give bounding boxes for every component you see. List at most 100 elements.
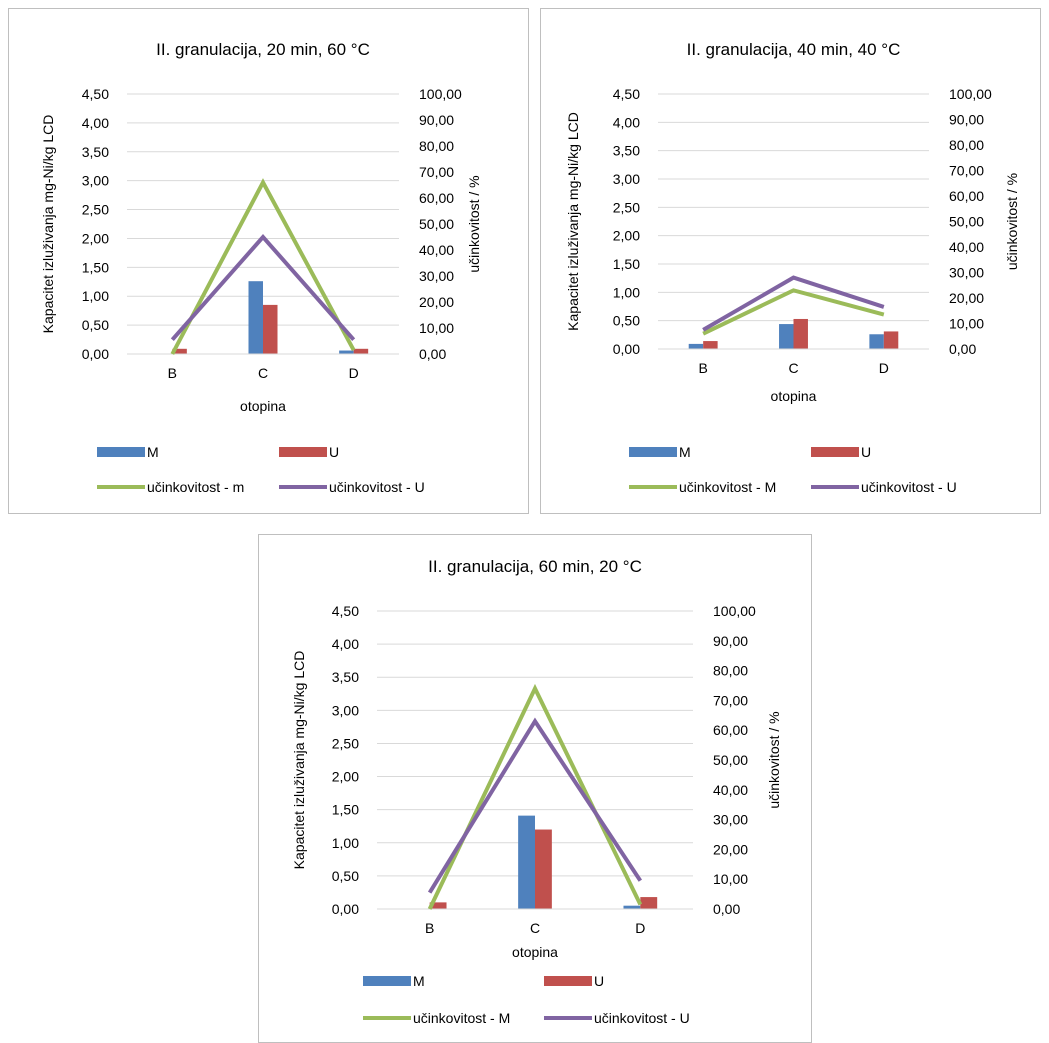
y-tick-label: 0,00 (613, 341, 640, 357)
x-tick-label: C (530, 920, 540, 936)
y2-tick-label: 90,00 (419, 112, 454, 128)
y-tick-label: 4,00 (332, 636, 359, 652)
y-tick-label: 1,00 (82, 288, 109, 304)
bar-U-B (429, 902, 447, 909)
y2-tick-label: 20,00 (419, 294, 454, 310)
y-tick-label: 2,50 (82, 202, 109, 218)
y2-tick-label: 0,00 (419, 346, 446, 362)
x-tick-label: D (879, 360, 889, 376)
bar-M-D (623, 905, 641, 909)
y2-tick-label: 100,00 (713, 603, 756, 619)
y-tick-label: 0,00 (332, 901, 359, 917)
y2-axis-title: učinkovitost / % (466, 175, 482, 272)
x-axis-title: otopina (771, 388, 817, 404)
y-tick-label: 2,00 (332, 769, 359, 785)
legend-label: M (679, 444, 691, 460)
y2-tick-label: 40,00 (949, 239, 984, 255)
y-tick-label: 4,00 (613, 114, 640, 130)
chart-svg: II. granulacija, 60 min, 20 °C 0,00 0,50 1,… (291, 557, 782, 1026)
y2-tick-label: 80,00 (949, 137, 984, 153)
y2-tick-label: 50,00 (949, 214, 984, 230)
y2-tick-label: 60,00 (949, 188, 984, 204)
legend-label: U (861, 444, 871, 460)
y-tick-label: 1,50 (82, 259, 109, 275)
y2-tick-label: 40,00 (419, 242, 454, 258)
y2-tick-label: 10,00 (949, 316, 984, 332)
y-tick-label: 1,50 (332, 802, 359, 818)
y2-tick-label: 70,00 (949, 163, 984, 179)
y2-tick-label: 60,00 (713, 722, 748, 738)
chart-panel-3: II. granulacija, 60 min, 20 °C 0,00 0,50 1,… (258, 534, 812, 1043)
y-axis-title: Kapacitet izluživanja mg-Ni/kg LCD (291, 651, 307, 870)
chart-title: II. granulacija, 20 min, 60 °C (156, 40, 370, 59)
line-series-učinkovitost - U (170, 233, 356, 342)
y-tick-label: 3,00 (332, 702, 359, 718)
x-tick-label: B (425, 920, 434, 936)
y2-tick-label: 70,00 (419, 164, 454, 180)
legend-label: M (147, 444, 159, 460)
legend-swatch-M (363, 976, 411, 986)
y2-tick-label: 40,00 (713, 782, 748, 798)
legend-label: učinkovitost - m (147, 479, 244, 495)
x-tick-label: D (349, 365, 359, 381)
y2-tick-label: 0,00 (949, 341, 976, 357)
legend-label: učinkovitost - U (329, 479, 425, 495)
bar-U-B (703, 341, 718, 349)
y2-axis-title: učinkovitost / % (766, 711, 782, 808)
y2-tick-label: 10,00 (713, 871, 748, 887)
legend-label: učinkovitost - U (861, 479, 957, 495)
legend-swatch-U (279, 447, 327, 457)
y-tick-label: 4,50 (332, 603, 359, 619)
x-tick-label: D (635, 920, 645, 936)
x-axis-title: otopina (240, 398, 286, 414)
legend-swatch-M (97, 447, 145, 457)
bar-U-D (883, 331, 899, 349)
bar-M-C (779, 324, 794, 349)
y2-tick-label: 90,00 (949, 112, 984, 128)
y-tick-label: 2,00 (613, 228, 640, 244)
y2-tick-label: 100,00 (949, 86, 992, 102)
y2-tick-label: 30,00 (949, 265, 984, 281)
bar-M-C (518, 815, 535, 909)
line-series-učinkovitost - M (702, 288, 885, 336)
x-tick-label: C (788, 360, 798, 376)
bar-M-D (339, 350, 354, 354)
line-series-učinkovitost - U (427, 717, 643, 894)
bar-M-B (688, 343, 704, 349)
y-tick-label: 3,50 (82, 144, 109, 160)
bar-U-D (640, 897, 658, 909)
y2-tick-label: 70,00 (713, 692, 748, 708)
y-tick-label: 0,50 (82, 317, 109, 333)
y2-tick-label: 20,00 (713, 841, 748, 857)
legend-label: U (329, 444, 339, 460)
y2-tick-label: 100,00 (419, 86, 462, 102)
legend-label: U (594, 973, 604, 989)
y2-axis-title: učinkovitost / % (1004, 173, 1020, 270)
y2-tick-label: 50,00 (419, 216, 454, 232)
y-tick-label: 1,00 (332, 835, 359, 851)
y2-tick-label: 80,00 (419, 138, 454, 154)
line-series-učinkovitost - U (702, 275, 885, 332)
chart-title: II. granulacija, 40 min, 40 °C (687, 40, 901, 59)
legend-swatch-M (629, 447, 677, 457)
legend-label: učinkovitost - U (594, 1010, 690, 1026)
y-tick-label: 1,50 (613, 256, 640, 272)
y2-tick-label: 90,00 (713, 633, 748, 649)
bar-M-D (869, 334, 884, 349)
y2-tick-label: 80,00 (713, 663, 748, 679)
legend-label: učinkovitost - M (679, 479, 776, 495)
y2-tick-label: 50,00 (713, 752, 748, 768)
y-tick-label: 3,00 (613, 171, 640, 187)
bar-U-C (793, 318, 808, 349)
x-tick-label: B (698, 360, 707, 376)
y-tick-label: 0,00 (82, 346, 109, 362)
x-axis-title: otopina (512, 944, 558, 960)
chart-panel-2: II. granulacija, 40 min, 40 °C 0,00 0,50 1,… (540, 8, 1041, 514)
chart-title: II. granulacija, 60 min, 20 °C (428, 557, 642, 576)
y2-tick-label: 60,00 (419, 190, 454, 206)
y-axis-title: Kapacitet izluživanja mg-Ni/kg LCD (565, 112, 581, 331)
y-axis-title: Kapacitet izluživanja mg-Ni/kg LCD (40, 115, 56, 334)
y-tick-label: 2,50 (332, 735, 359, 751)
y2-tick-label: 30,00 (419, 268, 454, 284)
chart-svg: II. granulacija, 40 min, 40 °C 0,00 0,50 1,… (565, 40, 1020, 495)
